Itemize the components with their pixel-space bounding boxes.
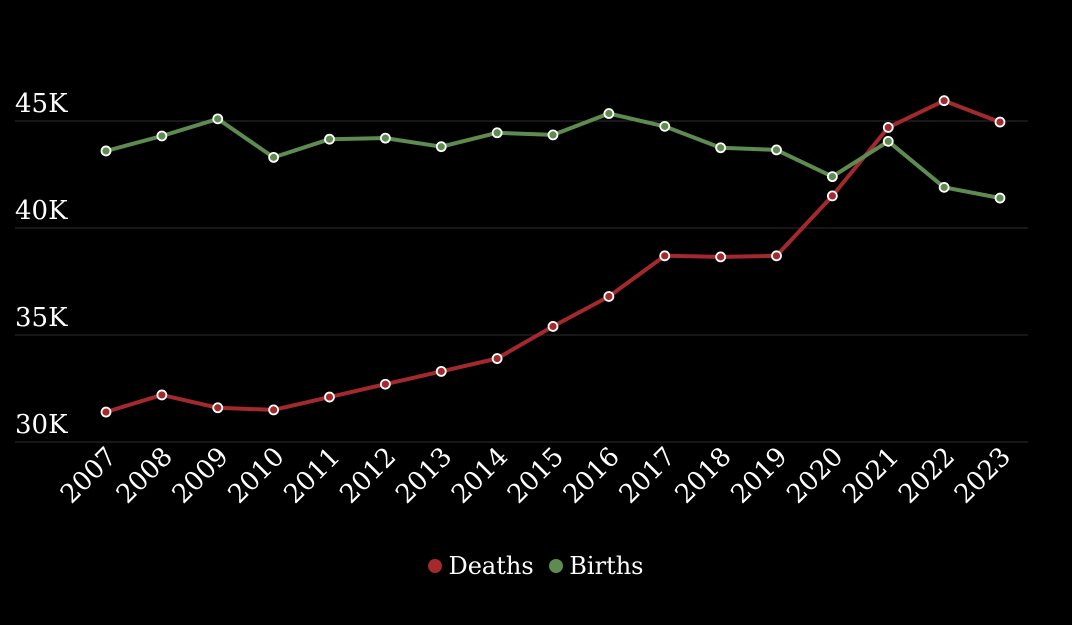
x-tick-label: 2019	[725, 442, 793, 510]
x-tick-label: 2016	[558, 442, 626, 510]
x-tick-label: 2009	[167, 442, 235, 510]
data-point-deaths-2022[interactable]	[938, 95, 950, 107]
legend-item-births[interactable]: Births	[549, 552, 644, 580]
y-tick-label: 45K	[15, 89, 68, 119]
y-tick-label: 35K	[15, 303, 68, 333]
data-point-deaths-2021[interactable]	[882, 122, 894, 133]
data-point-births-2016[interactable]	[603, 108, 615, 119]
data-point-deaths-2015[interactable]	[547, 321, 559, 332]
data-point-deaths-2007[interactable]	[100, 406, 112, 418]
data-point-deaths-2020[interactable]	[826, 190, 838, 202]
y-tick-label: 30K	[15, 410, 68, 440]
data-point-births-2012[interactable]	[379, 132, 391, 144]
data-point-births-2010[interactable]	[268, 151, 280, 163]
series-lines	[100, 95, 1006, 418]
data-point-deaths-2013[interactable]	[435, 365, 447, 377]
data-point-births-2009[interactable]	[212, 113, 224, 125]
data-point-deaths-2016[interactable]	[603, 291, 615, 302]
data-point-births-2020[interactable]	[826, 171, 838, 183]
x-tick-label: 2011	[278, 442, 346, 510]
data-point-births-2018[interactable]	[715, 142, 727, 154]
data-point-deaths-2017[interactable]	[659, 250, 671, 262]
data-point-deaths-2019[interactable]	[771, 250, 782, 262]
legend: Deaths Births	[0, 552, 1072, 580]
legend-label-deaths: Deaths	[448, 552, 534, 580]
data-point-deaths-2014[interactable]	[491, 353, 503, 364]
data-point-births-2013[interactable]	[435, 141, 447, 153]
x-tick-label: 2018	[670, 442, 738, 510]
data-point-births-2017[interactable]	[659, 120, 671, 132]
data-point-deaths-2018[interactable]	[715, 251, 727, 263]
data-point-deaths-2010[interactable]	[268, 404, 280, 416]
data-point-births-2022[interactable]	[938, 181, 950, 193]
data-point-deaths-2011[interactable]	[324, 391, 335, 403]
data-point-births-2015[interactable]	[547, 129, 559, 141]
x-tick-label: 2015	[502, 442, 570, 510]
data-point-deaths-2009[interactable]	[212, 402, 224, 414]
x-tick-label: 2020	[781, 442, 849, 510]
legend-label-births: Births	[569, 552, 644, 580]
data-point-births-2021[interactable]	[882, 135, 894, 147]
data-point-births-2011[interactable]	[324, 133, 335, 145]
data-point-births-2023[interactable]	[994, 192, 1006, 204]
x-tick-label: 2008	[111, 442, 179, 510]
x-axis-ticks: 2007200820092010201120122013201420152016…	[55, 442, 1017, 510]
legend-swatch-births	[549, 559, 564, 573]
data-point-births-2007[interactable]	[100, 145, 112, 157]
data-point-births-2008[interactable]	[156, 130, 168, 142]
data-point-deaths-2012[interactable]	[379, 378, 391, 390]
data-point-births-2019[interactable]	[771, 144, 782, 156]
x-tick-label: 2014	[446, 442, 514, 510]
data-point-deaths-2023[interactable]	[994, 116, 1006, 128]
x-tick-label: 2007	[55, 442, 123, 510]
y-axis-ticks: 30K 35K 40K 45K	[15, 89, 68, 440]
x-tick-label: 2013	[390, 442, 458, 510]
y-tick-label: 40K	[15, 196, 68, 226]
x-tick-label: 2012	[334, 442, 402, 510]
x-tick-label: 2021	[837, 442, 905, 510]
legend-item-deaths[interactable]: Deaths	[428, 552, 534, 580]
legend-swatch-deaths	[428, 559, 443, 573]
series-line-deaths	[105, 98, 1001, 414]
series-line-births	[105, 111, 1001, 200]
grid-lines	[15, 120, 1028, 443]
data-point-deaths-2008[interactable]	[156, 389, 168, 401]
data-point-births-2014[interactable]	[491, 127, 503, 139]
x-tick-label: 2022	[893, 442, 961, 510]
x-tick-label: 2017	[614, 442, 682, 510]
x-tick-label: 2010	[223, 442, 291, 510]
x-tick-label: 2023	[949, 442, 1017, 510]
